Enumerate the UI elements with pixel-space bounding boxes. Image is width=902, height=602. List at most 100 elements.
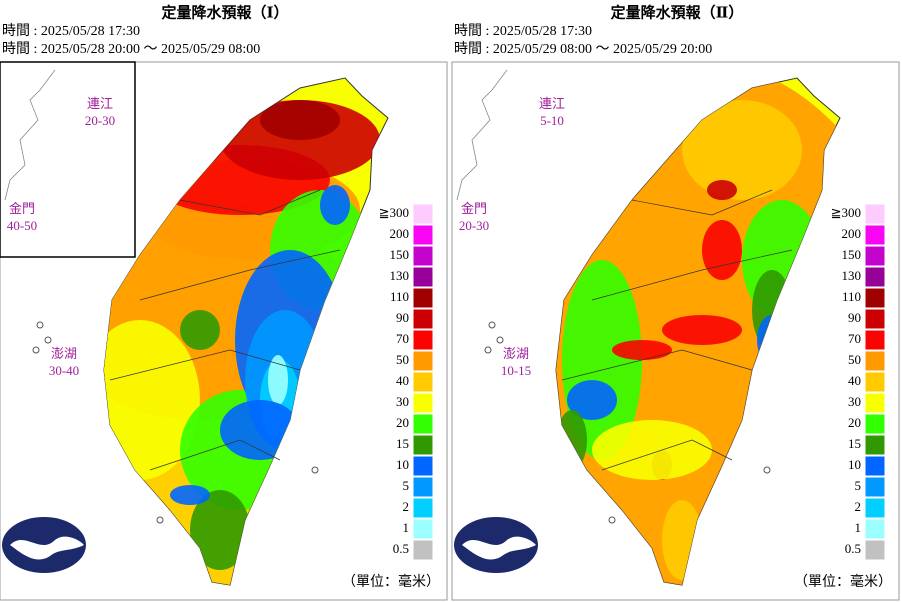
legend-swatch <box>864 455 886 477</box>
legend-label: 70 <box>396 331 409 346</box>
legend-label: ≧300 <box>379 205 409 220</box>
legend-label: 50 <box>848 352 861 367</box>
legend-swatch <box>864 497 886 519</box>
legend-swatch <box>412 329 434 351</box>
county-lines <box>109 189 341 471</box>
legend-swatch <box>412 350 434 372</box>
rain-area <box>612 340 672 360</box>
legend-label: 1 <box>855 520 862 535</box>
islet <box>44 336 52 344</box>
issue-time: 時間 : 2025/05/28 17:30 <box>454 23 592 39</box>
legend-label: 1 <box>403 520 410 535</box>
legend-swatch <box>412 518 434 540</box>
legend-swatch <box>864 350 886 372</box>
legend-swatch <box>864 203 886 225</box>
islet <box>484 346 492 354</box>
islet <box>608 516 616 524</box>
legend-label: 2 <box>403 499 410 514</box>
legend-swatch <box>864 329 886 351</box>
legend-label: 40 <box>848 373 861 388</box>
legend-swatch <box>864 413 886 435</box>
valid-time: 時間 : 2025/05/29 08:00 ～ 2025/05/29 20:00 <box>454 41 712 57</box>
legend-swatch <box>412 371 434 393</box>
cwa-logo-swirl <box>462 536 536 560</box>
island-range: 10-15 <box>501 363 531 378</box>
islet <box>763 466 771 474</box>
legend-swatch <box>864 308 886 330</box>
legend-label: 10 <box>848 457 861 472</box>
legend-label: 200 <box>390 226 410 241</box>
rain-area <box>190 490 250 570</box>
legend-swatch <box>864 392 886 414</box>
coastline <box>4 69 56 201</box>
rain-area <box>662 315 742 345</box>
legend-swatch <box>412 497 434 519</box>
unit-label: （單位：毫米） <box>342 573 440 590</box>
legend-swatch <box>412 539 434 561</box>
legend-label: 5 <box>403 478 410 493</box>
legend-label: 130 <box>842 268 862 283</box>
legend-label: 5 <box>855 478 862 493</box>
cwa-logo-swirl <box>10 536 84 560</box>
legend-swatch <box>412 308 434 330</box>
islet <box>32 346 40 354</box>
legend-swatch <box>412 245 434 267</box>
legend-label: 2 <box>855 499 862 514</box>
legend-swatch <box>864 287 886 309</box>
legend-swatch <box>412 434 434 456</box>
legend-swatch <box>864 476 886 498</box>
panel-title: 定量降水預報（Ⅰ） <box>161 3 288 21</box>
legend-swatch <box>864 224 886 246</box>
legend-label: 110 <box>390 289 409 304</box>
legend-label: 90 <box>396 310 409 325</box>
legend-label: 70 <box>848 331 861 346</box>
legend-swatch <box>864 371 886 393</box>
legend-label: 110 <box>842 289 861 304</box>
rain-area <box>682 100 802 200</box>
panel: 定量降水預報（Ⅰ） 時間 : 2025/05/28 17:30 時間 : 2025/… <box>0 3 448 601</box>
legend-label: 50 <box>396 352 409 367</box>
legend-label: 150 <box>390 247 410 262</box>
islet <box>156 516 164 524</box>
inset-box <box>0 61 136 258</box>
legend-label: 20 <box>396 415 409 430</box>
legend-label: 150 <box>842 247 862 262</box>
legend-swatch <box>412 224 434 246</box>
legend-swatch <box>864 245 886 267</box>
legend-label: 15 <box>848 436 861 451</box>
rain-area <box>268 355 288 405</box>
legend-swatch <box>412 203 434 225</box>
issue-time: 時間 : 2025/05/28 17:30 <box>2 23 140 39</box>
legend-label: 40 <box>396 373 409 388</box>
legend-swatch <box>412 266 434 288</box>
islet <box>488 321 496 329</box>
legend-label: 0.5 <box>393 541 409 556</box>
rain-area <box>702 220 742 280</box>
legend-swatch <box>412 476 434 498</box>
unit-label: （單位：毫米） <box>794 573 892 590</box>
island-range: 30-40 <box>49 363 79 378</box>
legend-swatch <box>412 413 434 435</box>
island-name: 連江 <box>539 96 565 111</box>
legend-label: 10 <box>396 457 409 472</box>
legend-label: 20 <box>848 415 861 430</box>
legend-swatch <box>412 455 434 477</box>
legend-swatch <box>864 518 886 540</box>
legend-swatch <box>864 266 886 288</box>
rain-area <box>592 420 712 480</box>
valid-time: 時間 : 2025/05/28 20:00 ～ 2025/05/29 08:00 <box>2 41 260 57</box>
legend-label: 130 <box>390 268 410 283</box>
island-range: 5-10 <box>540 113 564 128</box>
legend-label: 200 <box>842 226 862 241</box>
rain-area <box>567 380 617 420</box>
island-name: 金門 <box>9 201 35 216</box>
islet <box>311 466 319 474</box>
panel-title: 定量降水預報（Ⅱ） <box>611 3 744 21</box>
legend-label: 30 <box>396 394 409 409</box>
island-name: 澎湖 <box>503 346 529 361</box>
panel: 定量降水預報（Ⅱ） 時間 : 2025/05/28 17:30 時間 : 2025/… <box>451 3 900 601</box>
legend-label: ≧300 <box>831 205 861 220</box>
rain-area <box>180 310 220 350</box>
